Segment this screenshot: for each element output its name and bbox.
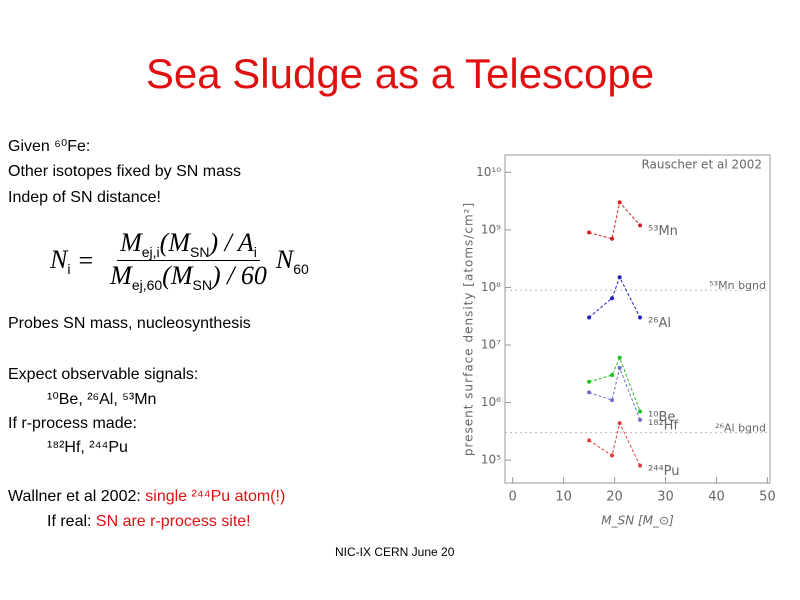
data-point	[638, 417, 643, 422]
equation: Ni = Mej,i(MSN) / Ai Mej,60(MSN) / 60 N6…	[50, 228, 309, 293]
series-line	[588, 276, 641, 318]
series-line	[588, 201, 641, 240]
x-tick-label: 30	[657, 490, 674, 505]
text-line: ¹⁰Be, ²⁶Al, ⁵³Mn	[47, 391, 157, 408]
eq-symbol: N	[50, 244, 68, 274]
eq-sub: i	[253, 244, 257, 261]
text-line: Expect observable signals:	[8, 366, 199, 383]
y-tick-label: 10⁵	[481, 453, 501, 467]
series-label: ⁵³Mn	[648, 224, 678, 239]
text-line: If real: SN are r-process site!	[47, 512, 251, 532]
footer: NIC-IX CERN June 20	[335, 545, 455, 559]
eq-sub: SN	[190, 244, 210, 261]
x-tick-label: 50	[759, 490, 776, 505]
y-tick-label: 10⁶	[481, 395, 501, 409]
x-tick-label: 0	[509, 490, 517, 505]
eq-sub: ej,i	[141, 244, 160, 261]
eq-symbol: N	[275, 244, 294, 274]
eq-symbol: Ni	[50, 245, 70, 277]
data-point	[638, 409, 643, 414]
data-point	[587, 230, 592, 235]
fraction: Mej,i(MSN) / Ai Mej,60(MSN) / 60	[107, 228, 270, 293]
eq-sub: SN	[192, 277, 212, 294]
eq-sub: ej,60	[131, 277, 163, 294]
text-part: If real:	[47, 513, 96, 530]
y-tick-label: 10⁸	[481, 280, 501, 294]
data-point	[617, 200, 622, 205]
data-point	[617, 355, 622, 360]
data-point	[610, 398, 615, 403]
x-axis-label: M_SN [M_⊙]	[601, 514, 674, 528]
plot-title: Rauscher et al 2002	[641, 158, 762, 172]
eq-symbol: N60	[276, 245, 309, 277]
data-point	[617, 421, 622, 426]
y-axis-label: present surface density [atoms/cm²]	[462, 202, 476, 456]
data-point	[610, 373, 615, 378]
y-tick-label: 10⁷	[481, 337, 501, 351]
eq-symbol: M	[120, 228, 142, 257]
numerator: Mej,i(MSN) / Ai	[117, 228, 260, 262]
x-tick-label: 10	[555, 490, 572, 505]
eq-symbol: ) / 60	[211, 261, 267, 291]
data-point	[587, 315, 592, 320]
background-label: ⁵³Mn bgnd	[709, 279, 766, 292]
data-point	[587, 438, 592, 443]
eq-sub: i	[67, 260, 71, 277]
eq-sub: 60	[293, 260, 309, 277]
text-line: If r-process made:	[8, 415, 137, 432]
x-tick-label: 20	[606, 490, 623, 505]
plot: Rauscher et al 2002 0 10 20 30 40 50 10⁵ 10⁶ 10⁷ 1…	[462, 154, 776, 528]
series-line	[588, 366, 641, 421]
text-line: ¹⁸²Hf, ²⁴⁴Pu	[47, 439, 128, 456]
data-point	[638, 223, 643, 228]
eq-symbol: (M	[162, 261, 193, 291]
series-label: ¹⁸²Hf	[648, 418, 678, 433]
series-label: ¹⁰Be	[648, 410, 675, 425]
eq-symbol: M	[110, 261, 132, 291]
data-point	[617, 365, 622, 370]
data-point	[638, 463, 643, 468]
series-line	[588, 356, 641, 412]
text-line: Indep of SN distance!	[8, 189, 161, 206]
data-point	[587, 379, 592, 384]
text-line: Wallner et al 2002: single ²⁴⁴Pu atom(!)	[8, 487, 285, 507]
eq-sign: =	[78, 245, 94, 275]
series-label: ²⁴⁴Pu	[648, 464, 679, 479]
data-point	[610, 453, 615, 458]
data-point	[617, 275, 622, 280]
text-highlight: single ²⁴⁴Pu atom(!)	[145, 488, 286, 505]
text-line: Probes SN mass, nucleosynthesis	[8, 315, 251, 332]
background-label: ²⁶Al bgnd	[715, 422, 766, 435]
plot-frame	[504, 154, 771, 484]
text-line: Other isotopes fixed by SN mass	[8, 163, 241, 180]
data-point	[587, 390, 592, 395]
text-part: Wallner et al 2002:	[8, 488, 146, 505]
data-point	[610, 236, 615, 241]
data-point	[638, 315, 643, 320]
eq-symbol: ) / A	[209, 228, 254, 257]
series-label: ²⁶Al	[648, 316, 671, 331]
series-line	[588, 421, 641, 466]
denominator: Mej,60(MSN) / 60	[107, 261, 270, 293]
text-line: Given ⁶⁰Fe:	[8, 138, 91, 155]
slide-title: Sea Sludge as a Telescope	[145, 50, 655, 97]
x-tick-label: 40	[708, 490, 725, 505]
y-tick-label: 10¹⁰	[476, 165, 501, 179]
eq-symbol: (M	[159, 228, 190, 257]
text-highlight: SN are r-process site!	[95, 513, 251, 530]
data-point	[610, 296, 615, 301]
y-tick-label: 10⁹	[481, 222, 501, 236]
